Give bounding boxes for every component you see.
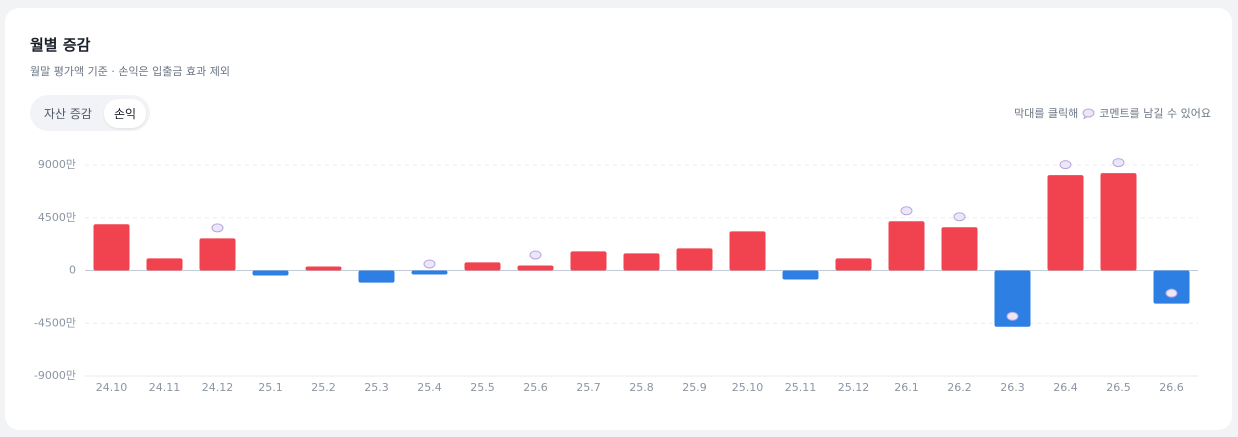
bar[interactable] xyxy=(199,238,236,271)
x-tick-label: 25.4 xyxy=(417,381,442,394)
bar[interactable] xyxy=(146,258,183,271)
toggle: 자산 증감 손익 xyxy=(30,95,151,131)
bar[interactable] xyxy=(411,270,448,275)
x-tick-label: 25.2 xyxy=(311,381,336,394)
bar[interactable] xyxy=(888,221,925,271)
comment-bubble xyxy=(900,206,913,216)
comment-bubble xyxy=(1059,160,1072,170)
bar[interactable] xyxy=(1153,270,1190,304)
hint: 막대를 클릭해 코멘트를 남길 수 있어요 xyxy=(1014,105,1211,121)
y-tick-label: 9000만 xyxy=(38,158,76,171)
comment-bubble xyxy=(423,259,436,269)
comment-bubble xyxy=(953,212,966,222)
hint-text: 코멘트를 남길 수 있어요 xyxy=(1099,107,1211,120)
comment-icon xyxy=(1165,288,1178,298)
bar[interactable] xyxy=(1047,175,1084,271)
x-tick-label: 25.11 xyxy=(785,381,817,394)
bar[interactable] xyxy=(676,248,713,271)
y-tick-label: -9000만 xyxy=(34,369,76,382)
x-tick-label: 25.10 xyxy=(732,381,764,394)
y-tick-label: 4500만 xyxy=(38,211,76,224)
x-tick-label: 24.12 xyxy=(202,381,234,394)
comment-icon xyxy=(1006,311,1019,321)
hint-text: 막대를 클릭해 xyxy=(1014,107,1079,120)
comment-bubble xyxy=(1006,311,1019,321)
bar[interactable] xyxy=(93,224,130,271)
bar[interactable] xyxy=(835,258,872,271)
card: 월별 증감 월말 평가액 기준 · 손익은 입출금 효과 제외 자산 증감 손익 … xyxy=(5,8,1232,430)
bar[interactable] xyxy=(252,270,289,276)
x-tick-label: 26.3 xyxy=(1000,381,1025,394)
comment-bubble xyxy=(1112,158,1125,168)
x-tick-label: 25.1 xyxy=(258,381,283,394)
x-tick-label: 26.4 xyxy=(1053,381,1078,394)
bar[interactable] xyxy=(782,270,819,280)
comment-icon xyxy=(1059,160,1072,170)
x-tick-label: 25.7 xyxy=(576,381,601,394)
x-tick-label: 24.11 xyxy=(149,381,181,394)
x-tick-label: 25.6 xyxy=(523,381,548,394)
x-tick-label: 25.12 xyxy=(838,381,870,394)
x-tick-label: 26.1 xyxy=(894,381,919,394)
bar[interactable] xyxy=(305,266,342,271)
x-tick-label: 26.2 xyxy=(947,381,972,394)
bar[interactable] xyxy=(570,251,607,271)
comment-icon xyxy=(529,250,542,260)
comment-bubble xyxy=(529,250,542,260)
x-tick-label: 24.10 xyxy=(96,381,128,394)
toggle-option[interactable]: 자산 증감 xyxy=(44,106,92,121)
toggle-option[interactable]: 손익 xyxy=(103,98,147,128)
x-tick-label: 26.6 xyxy=(1159,381,1184,394)
subtitle: 월말 평가액 기준 · 손익은 입출금 효과 제외 xyxy=(30,65,231,78)
x-tick-label: 25.5 xyxy=(470,381,495,394)
bar[interactable] xyxy=(464,262,501,271)
comment-icon xyxy=(211,223,224,233)
x-tick-label: 25.3 xyxy=(364,381,389,394)
comment-icon xyxy=(1082,108,1095,119)
y-tick-label: 0 xyxy=(69,264,76,277)
comment-icon xyxy=(953,212,966,222)
x-tick-label: 26.5 xyxy=(1106,381,1131,394)
bar[interactable] xyxy=(729,231,766,271)
comment-icon xyxy=(1112,158,1125,168)
comment-bubble xyxy=(1165,288,1178,298)
bar[interactable] xyxy=(517,265,554,271)
x-tick-label: 25.9 xyxy=(682,381,707,394)
bar[interactable] xyxy=(941,227,978,271)
x-tick-label: 25.8 xyxy=(629,381,654,394)
bar[interactable] xyxy=(358,270,395,283)
comment-bubble xyxy=(211,223,224,233)
bar[interactable] xyxy=(1100,173,1137,271)
comment-icon xyxy=(423,259,436,269)
y-tick-label: -4500만 xyxy=(34,316,76,329)
comment-icon xyxy=(900,206,913,216)
title: 월별 증감 xyxy=(30,36,91,54)
bar[interactable] xyxy=(994,270,1031,327)
bar[interactable] xyxy=(623,253,660,271)
